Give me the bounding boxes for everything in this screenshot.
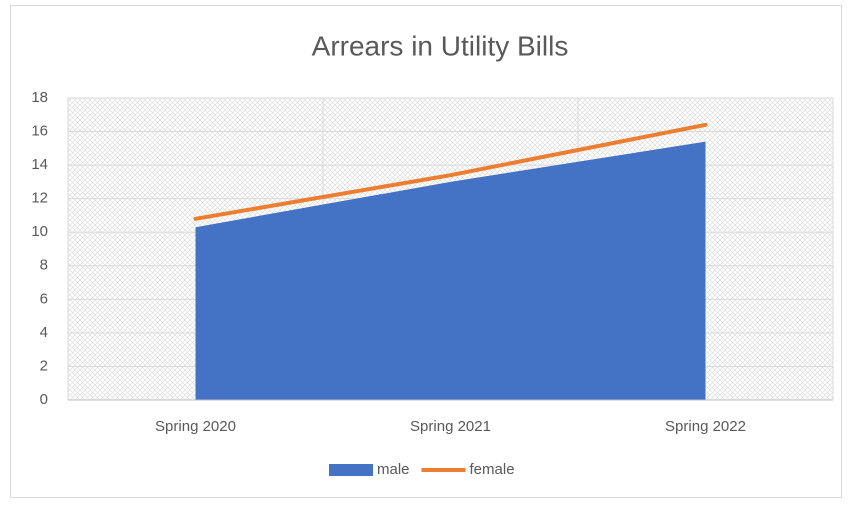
y-tick-label: 6 [40, 290, 48, 307]
y-tick-label: 10 [31, 223, 48, 240]
y-tick-label: 12 [31, 190, 48, 207]
area [195, 141, 706, 400]
y-tick-label: 18 [31, 89, 48, 106]
line [193, 122, 708, 221]
chart-title: Arrears in Utility Bills [312, 30, 569, 61]
y-tick-label: 0 [40, 391, 48, 408]
y-tick-label: 16 [31, 123, 48, 140]
x-tick-label: Spring 2021 [410, 418, 491, 435]
x-tick-label: Spring 2020 [155, 418, 236, 435]
y-tick-label: 14 [31, 156, 48, 173]
x-tick-label: Spring 2022 [665, 418, 746, 435]
legend-label: male [377, 461, 410, 478]
legend-label: female [470, 461, 515, 478]
y-tick-label: 8 [40, 257, 48, 274]
legend-swatch [329, 464, 373, 476]
y-tick-label: 2 [40, 357, 48, 374]
y-tick-label: 4 [40, 324, 48, 341]
